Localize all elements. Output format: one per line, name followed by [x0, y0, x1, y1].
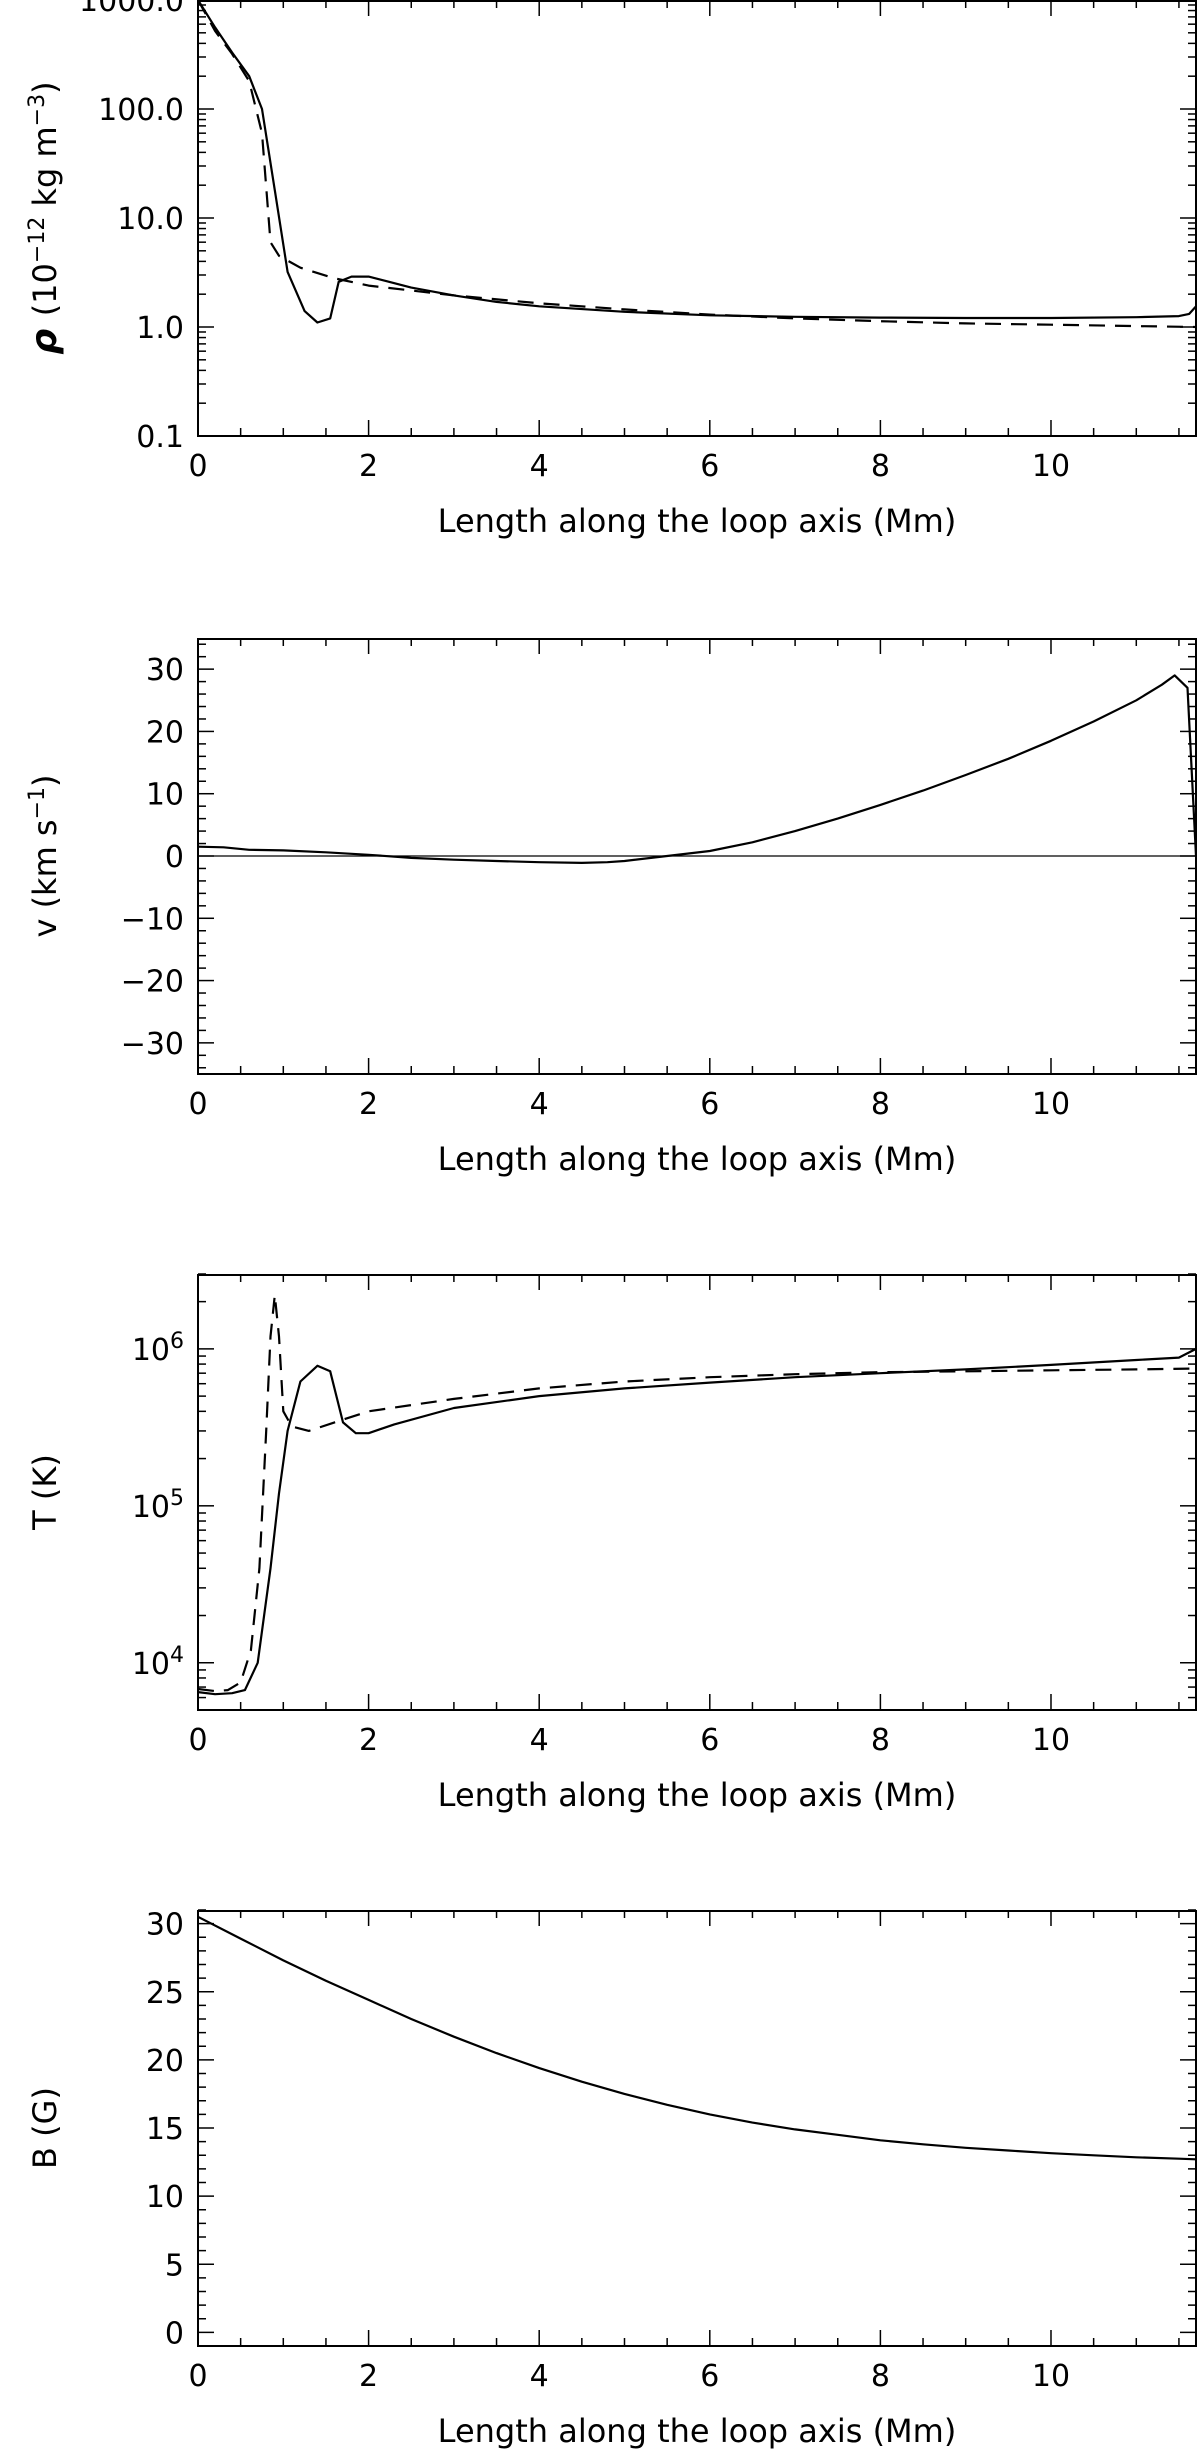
- x-axis-label: Length along the loop axis (Mm): [438, 1140, 957, 1178]
- y-axis-label: T (K): [26, 1454, 64, 1531]
- y-tick-label: 100.0: [98, 93, 184, 128]
- x-tick-label: 10: [1032, 1087, 1070, 1122]
- y-tick-label: 0: [165, 840, 184, 875]
- x-tick-label: 2: [359, 449, 378, 484]
- velocity-solid-line: [198, 674, 1196, 865]
- temperature-panel: 0 2 4 6 8 10 104 105 106 Length along the loop ax…: [26, 1273, 1197, 1814]
- y-axis-label: B (G): [26, 2087, 64, 2169]
- y-tick-label: 1000.0: [79, 0, 184, 19]
- y-tick-label: 0.1: [136, 420, 184, 455]
- density-solid-line: [198, 0, 1196, 324]
- x-tick-label: 6: [700, 2359, 719, 2394]
- y-tick-label: 30: [146, 1908, 184, 1943]
- x-tick-label: 0: [188, 2359, 207, 2394]
- x-tick-label: 0: [188, 1087, 207, 1122]
- y-tick-label: 25: [146, 1976, 184, 2011]
- x-tick-label: 6: [700, 1723, 719, 1758]
- y-tick-label: 15: [146, 2112, 184, 2147]
- x-tick-label: 0: [188, 449, 207, 484]
- velocity-panel: 0 2 4 6 8 10 −30 −20 −10 0 10 20 30 Length along the …: [25, 638, 1197, 1178]
- x-tick-label: 8: [871, 1087, 890, 1122]
- density-dashed-line: [198, 0, 1196, 329]
- y-tick-label: 5: [165, 2248, 184, 2283]
- y-tick-label: 105: [132, 1486, 184, 1525]
- x-tick-label: 10: [1032, 449, 1070, 484]
- y-tick-label: 0: [165, 2316, 184, 2351]
- y-tick-label: 30: [146, 653, 184, 688]
- x-tick-label: 8: [871, 1723, 890, 1758]
- x-tick-label: 4: [530, 1087, 549, 1122]
- plot-frame: [197, 1910, 1197, 2347]
- y-tick-label: 20: [146, 2044, 184, 2079]
- x-tick-label: 4: [530, 449, 549, 484]
- y-tick-label: 10.0: [117, 202, 184, 237]
- x-tick-label: 4: [530, 2359, 549, 2394]
- y-tick-label: −10: [121, 902, 184, 937]
- x-tick-label: 2: [359, 1087, 378, 1122]
- y-tick-label: −20: [121, 965, 184, 1000]
- y-tick-label: 104: [132, 1643, 184, 1682]
- x-axis-label: Length along the loop axis (Mm): [438, 1776, 957, 1814]
- x-tick-label: 2: [359, 1723, 378, 1758]
- y-tick-label: 20: [146, 715, 184, 750]
- y-axis-label: ρ (10−12 kg m−3): [24, 81, 65, 354]
- magnetic-field-panel: 0 2 4 6 8 10 0 5 10 15 20 25 30 Length along the loop…: [26, 1908, 1197, 2450]
- x-tick-label: 8: [871, 2359, 890, 2394]
- magnetic-solid-line: [198, 1915, 1196, 2161]
- y-tick-label: 1.0: [136, 311, 184, 346]
- x-tick-label: 2: [359, 2359, 378, 2394]
- x-tick-label: 6: [700, 1087, 719, 1122]
- x-tick-label: 8: [871, 449, 890, 484]
- y-axis-label: v (km s−1): [25, 774, 64, 937]
- y-tick-label: 10: [146, 778, 184, 813]
- x-tick-label: 10: [1032, 2359, 1070, 2394]
- temperature-dashed-line: [198, 1293, 1196, 1693]
- plot-frame: [197, 0, 1197, 437]
- y-tick-label: 10: [146, 2180, 184, 2215]
- x-tick-label: 4: [530, 1723, 549, 1758]
- x-tick-label: 6: [700, 449, 719, 484]
- y-tick-label: −30: [121, 1027, 184, 1062]
- x-axis-label: Length along the loop axis (Mm): [438, 502, 957, 540]
- temperature-solid-line: [198, 1347, 1196, 1696]
- x-axis-label: Length along the loop axis (Mm): [438, 2412, 957, 2450]
- y-tick-label: 106: [132, 1329, 184, 1368]
- x-tick-label: 0: [188, 1723, 207, 1758]
- density-panel: 0 2 4 6 8 10 0.1 1.0 10.0 100.0 1000.0 Length along…: [24, 0, 1197, 540]
- x-tick-label: 10: [1032, 1723, 1070, 1758]
- plot-frame: [197, 1274, 1197, 1711]
